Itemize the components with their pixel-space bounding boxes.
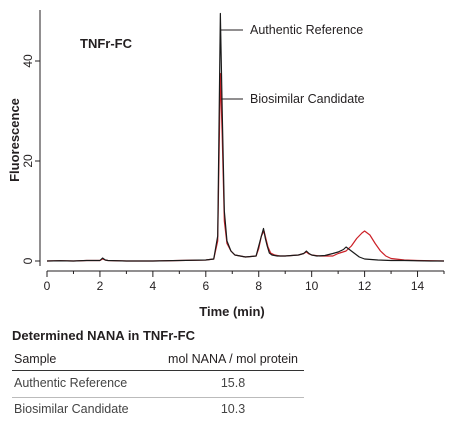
y-tick-label: 0 xyxy=(21,257,35,264)
row-divider xyxy=(12,397,304,398)
chart-axes: 0 20 40 0 2 4 6 8 10 12 14 xyxy=(21,10,445,293)
chart-series xyxy=(46,12,445,262)
row-sample: Biosimilar Candidate xyxy=(14,402,129,416)
table-row: Biosimilar Candidate 10.3 xyxy=(12,398,304,422)
chart-inset-label: TNFr-FC xyxy=(80,36,133,51)
chromatogram-chart: 0 20 40 0 2 4 6 8 10 12 14 Authentic Reference Bios… xyxy=(7,10,445,319)
table-header: Sample mol NANA / mol protein xyxy=(12,348,304,371)
series-line-authentic-reference xyxy=(46,12,444,262)
y-tick-label: 40 xyxy=(21,54,35,68)
x-tick-label: 8 xyxy=(255,279,262,293)
x-tick-label: 4 xyxy=(150,279,157,293)
chart-annotations: Authentic Reference Biosimilar Candidate xyxy=(221,23,365,106)
x-axis-label: Time (min) xyxy=(199,304,265,319)
x-tick-label: 2 xyxy=(97,279,104,293)
y-tick-label: 20 xyxy=(21,154,35,168)
x-tick-label: 14 xyxy=(411,279,425,293)
x-tick-label: 12 xyxy=(358,279,372,293)
table-row: Authentic Reference 15.8 xyxy=(12,372,304,396)
row-sample: Authentic Reference xyxy=(14,376,128,390)
header-mol-ratio: mol NANA / mol protein xyxy=(168,352,298,366)
x-tick-label: 6 xyxy=(202,279,209,293)
y-axis-label: Fluorescence xyxy=(7,98,22,182)
annotation-authentic-reference: Authentic Reference xyxy=(250,23,363,37)
x-tick-label: 0 xyxy=(44,279,51,293)
table-title: Determined NANA in TNFr-FC xyxy=(12,328,195,343)
series-line-biosimilar-candidate xyxy=(46,72,445,262)
header-sample: Sample xyxy=(14,352,57,366)
row-value: 15.8 xyxy=(220,376,246,390)
x-tick-label: 10 xyxy=(305,279,319,293)
annotation-biosimilar-candidate: Biosimilar Candidate xyxy=(250,92,365,106)
row-value: 10.3 xyxy=(220,402,246,416)
